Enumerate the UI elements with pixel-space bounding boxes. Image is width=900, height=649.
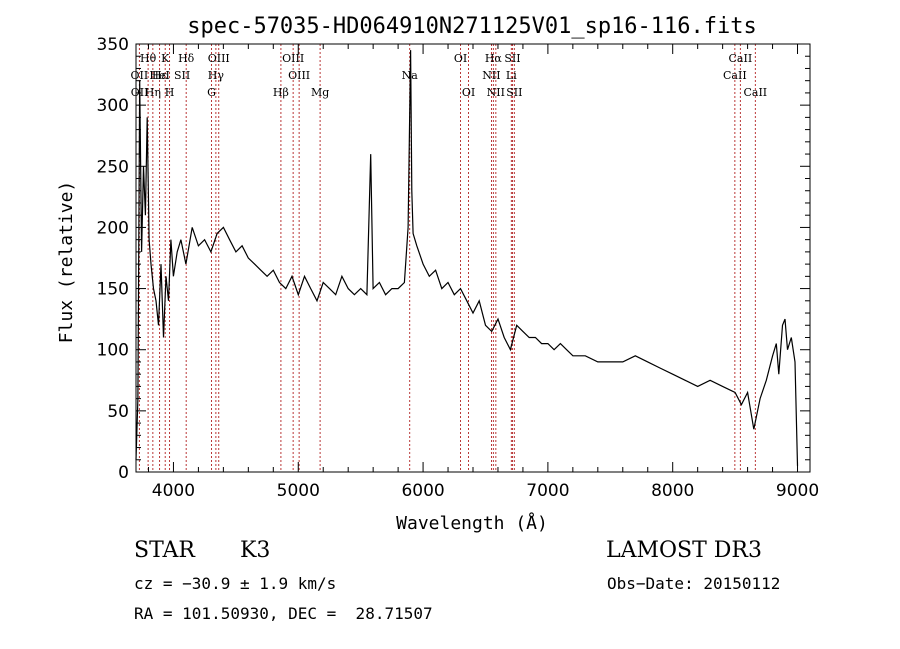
spectrum-line (135, 50, 799, 466)
y-tick-label-1: 50 (107, 402, 129, 422)
line-label-16: Mg (311, 86, 329, 99)
coordinates: RA = 101.50930, DEC = 28.71507 (134, 604, 433, 623)
x-tick-label-2: 6000 (401, 481, 444, 501)
line-label-21: NII (482, 69, 500, 82)
line-label-18: OI (454, 52, 467, 65)
line-label-1: OII (131, 69, 149, 82)
y-axis: 0 50 100 150 200 250 300 350 (97, 35, 810, 483)
survey-name: LAMOST DR3 (606, 538, 762, 563)
y-tick-label-2: 100 (97, 341, 129, 361)
y-axis-label: Flux (relative) (56, 181, 77, 344)
y-tick-label-0: 0 (118, 463, 129, 483)
y-tick-label-6: 300 (97, 96, 129, 116)
line-label-15: Hβ (273, 86, 289, 99)
line-label-7: HeI (149, 69, 169, 82)
line-label-27: CaII (723, 69, 747, 82)
x-tick-label-5: 9000 (776, 481, 819, 501)
line-label-14: OIII (288, 69, 310, 82)
chart-title: spec-57035-HD064910N271125V01_sp16-116.f… (187, 14, 757, 39)
line-label-28: CaII (743, 86, 767, 99)
y-tick-label-4: 200 (97, 218, 129, 238)
x-axis-label: Wavelength (Å) (396, 512, 548, 534)
line-label-19: OI (462, 86, 475, 99)
line-label-12: G (207, 86, 216, 99)
line-label-24: Li (506, 69, 517, 82)
redshift-cz: cz = −30.9 ± 1.9 km/s (134, 574, 337, 593)
line-label-6: H (165, 86, 175, 99)
x-tick-label-1: 5000 (277, 481, 320, 501)
x-tick-label-0: 4000 (152, 481, 195, 501)
x-tick-label-3: 7000 (526, 481, 569, 501)
line-label-13: OIII (282, 52, 304, 65)
y-tick-label-3: 150 (97, 280, 129, 300)
plot-frame (135, 43, 811, 473)
line-label-5: Hη (145, 86, 161, 99)
line-label-25: SII (506, 86, 522, 99)
line-label-3: K (161, 52, 170, 65)
line-label-20: Hα (485, 52, 503, 65)
line-label-22: NII (487, 86, 505, 99)
line-label-4: Hε (152, 69, 168, 82)
y-tick-label-7: 350 (97, 35, 129, 55)
line-label-26: CaII (729, 52, 753, 65)
spectral-line-markers (138, 44, 756, 472)
line-label-11: Hγ (208, 69, 225, 82)
line-label-23: SII (504, 52, 520, 65)
y-tick-label-5: 250 (97, 157, 129, 177)
line-label-0: Hθ (140, 52, 157, 65)
object-subclass: K3 (240, 538, 271, 563)
line-label-8: SII (174, 69, 190, 82)
object-class: STAR (134, 538, 195, 563)
line-label-9: Hδ (178, 52, 195, 65)
line-label-10: OIII (208, 52, 230, 65)
observation-date: Obs−Date: 20150112 (607, 574, 781, 593)
x-axis: 4000 5000 6000 7000 8000 9000 (147, 44, 819, 501)
x-tick-label-4: 8000 (651, 481, 694, 501)
